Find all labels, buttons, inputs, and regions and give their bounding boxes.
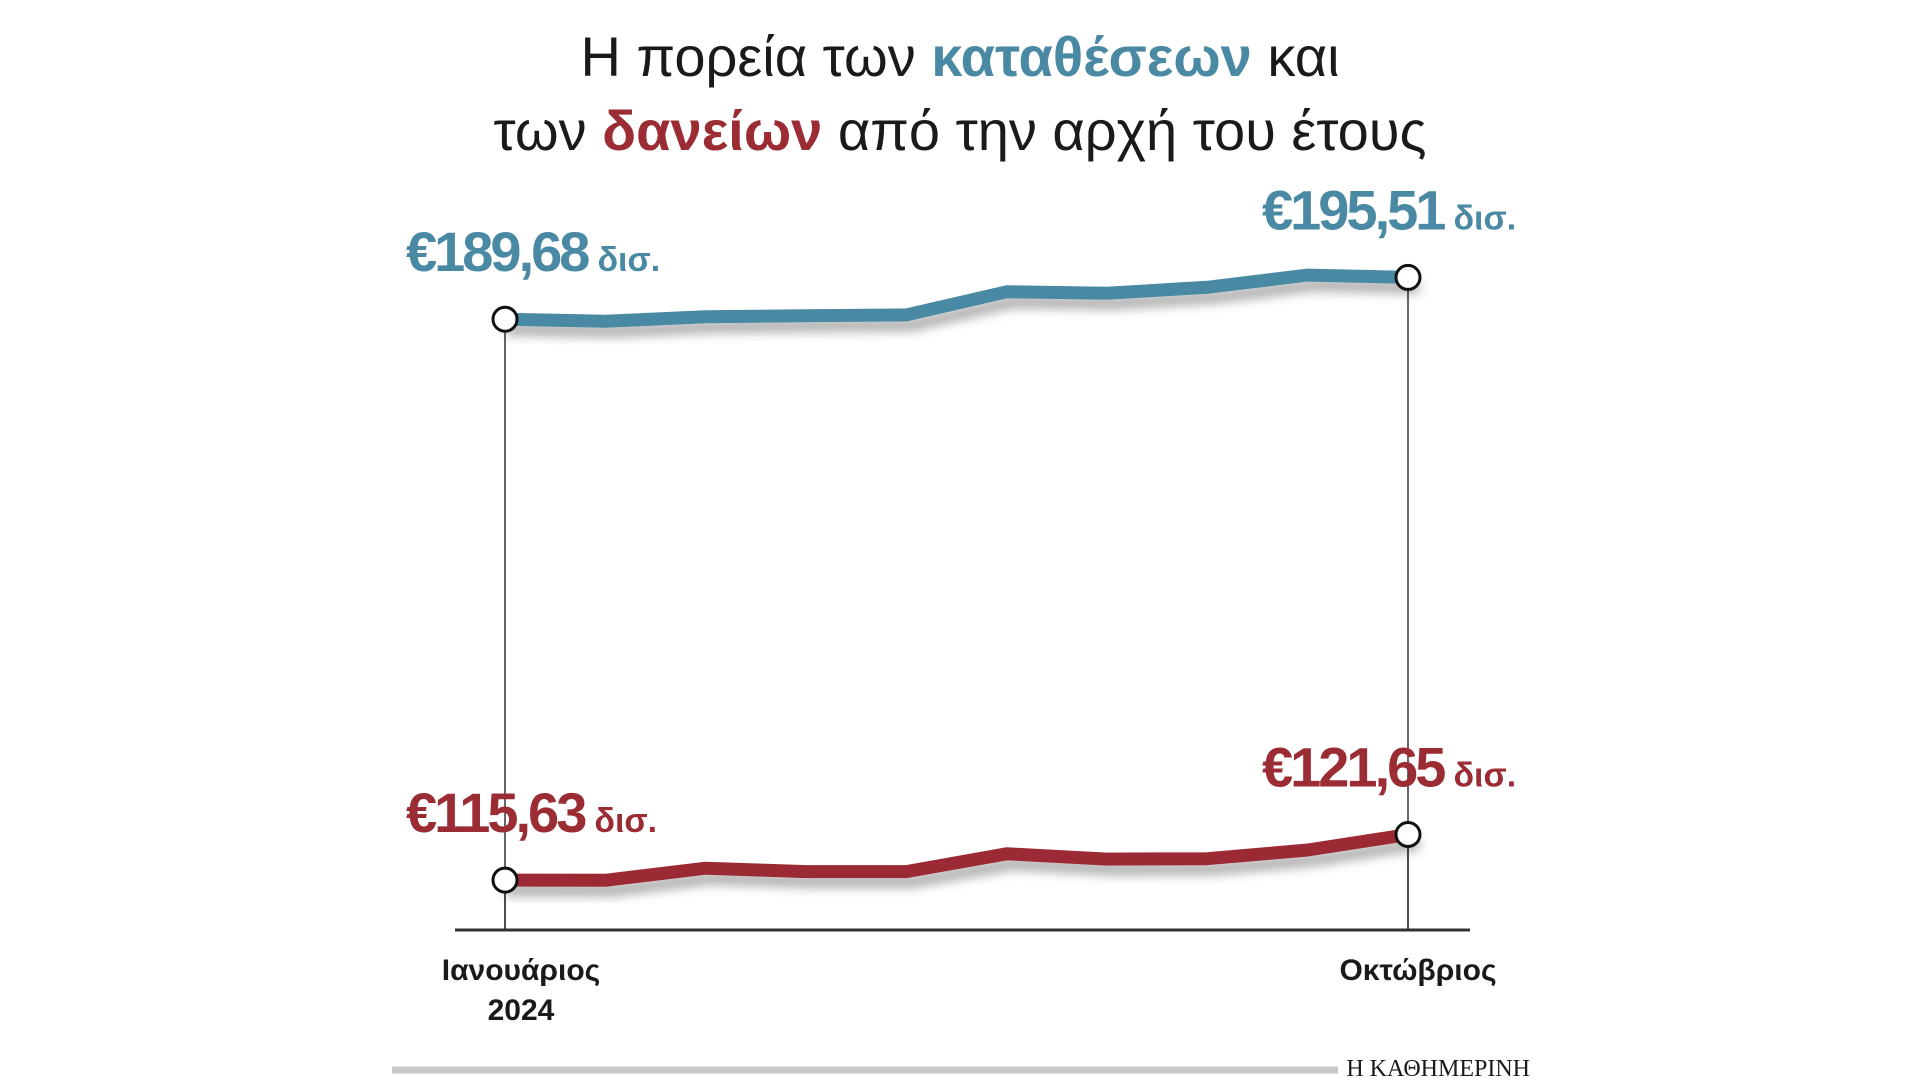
- deposits-end-unit: δισ.: [1453, 199, 1516, 237]
- title-line1-prefix: Η πορεία των: [580, 25, 916, 88]
- deposits-start-unit: δισ.: [597, 241, 660, 279]
- deposits-end-point: [1394, 263, 1422, 291]
- loans-start-point: [491, 866, 519, 894]
- deposits-line: [498, 268, 1415, 328]
- deposits-end-value-label: €195,51 δισ.: [1262, 178, 1516, 241]
- title-loans-keyword: δανείων: [602, 99, 823, 162]
- deposits-start-amount: €189,68: [406, 220, 589, 283]
- x-tick-label-0-1: 2024: [488, 994, 555, 1027]
- x-tick-label-9-0: Οκτώβριος: [1339, 954, 1496, 987]
- title-line-2: των δανείων από την αρχή του έτους: [0, 94, 1920, 168]
- source-credit: Η ΚΑΘΗΜΕΡΙΝΗ: [1346, 1056, 1530, 1080]
- title-line2-suffix: από την αρχή του έτους: [837, 99, 1427, 162]
- deposits-end-amount: €195,51: [1262, 178, 1445, 241]
- title-deposits-keyword: καταθέσεων: [931, 25, 1252, 88]
- loans-start-unit: δισ.: [594, 802, 657, 840]
- title-line2-prefix: των: [493, 99, 587, 162]
- title-line1-suffix: και: [1267, 25, 1340, 88]
- deposits-start-value-label: €189,68 δισ.: [406, 220, 660, 283]
- deposits-start-point: [491, 305, 519, 333]
- loans-end-value-label: €121,65 δισ.: [1262, 735, 1516, 798]
- title-line-1: Η πορεία των καταθέσεων και: [0, 20, 1920, 94]
- loans-line: [498, 828, 1415, 887]
- loans-start-amount: €115,63: [406, 781, 586, 844]
- loans-end-unit: δισ.: [1453, 756, 1516, 794]
- loans-start-value-label: €115,63 δισ.: [406, 781, 657, 844]
- loans-end-point: [1394, 820, 1422, 848]
- chart-title: Η πορεία των καταθέσεων και των δανείων …: [0, 20, 1920, 168]
- loans-end-amount: €121,65: [1262, 735, 1445, 798]
- x-tick-label-0-0: Ιανουάριος: [442, 954, 601, 987]
